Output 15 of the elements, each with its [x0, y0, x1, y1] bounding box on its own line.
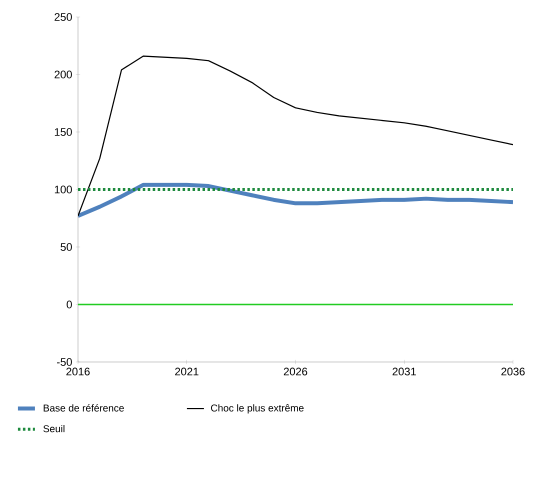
legend-label: Base de référence [44, 404, 124, 412]
y-tick-label: 200 [54, 70, 72, 78]
y-tick-label: 150 [54, 128, 72, 136]
legend-label: Choc le plus extrême [211, 404, 304, 414]
y-tick-label: -50 [57, 358, 72, 366]
x-tick-label: 2016 [66, 368, 90, 376]
x-tick-label: 2026 [284, 368, 308, 376]
y-tick-label: 50 [60, 243, 72, 251]
legend-label: Seuil [43, 424, 64, 432]
y-tick-label: 100 [54, 186, 72, 194]
x-tick-label: 2036 [501, 368, 525, 376]
y-tick-label: 0 [66, 300, 72, 308]
y-tick-label: 250 [54, 13, 72, 21]
x-tick-label: 2031 [392, 368, 416, 376]
x-tick-label: 2021 [175, 368, 198, 376]
